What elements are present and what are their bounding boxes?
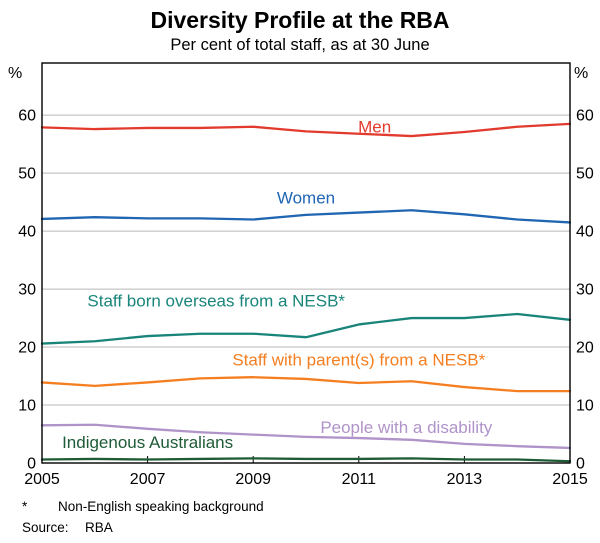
series-label-women: Women <box>277 188 335 207</box>
xtick-2013: 2013 <box>447 471 483 488</box>
footnote-text: Non-English speaking background <box>58 499 264 514</box>
ytick-right-40: 40 <box>576 224 594 241</box>
series-label-staff-with-parent-s-from-a-nesb: Staff with parent(s) from a NESB* <box>232 351 485 370</box>
unit-label-left: % <box>8 65 22 82</box>
xtick-2015: 2015 <box>552 471 588 488</box>
chart-title: Diversity Profile at the RBA <box>150 7 450 33</box>
series-label-people-with-a-disability: People with a disability <box>320 418 492 437</box>
series-line-staff-born-overseas-from-a-nesb <box>40 312 572 345</box>
ytick-left-50: 50 <box>18 166 36 183</box>
xtick-2011: 2011 <box>342 471 377 488</box>
ytick-left-20: 20 <box>18 340 36 357</box>
ytick-left-40: 40 <box>18 224 36 241</box>
ytick-left-10: 10 <box>18 398 36 415</box>
footnotes: * Non-English speaking background Source:… <box>0 491 600 538</box>
series-line-men <box>40 122 572 138</box>
source-label: Source: <box>22 520 69 535</box>
chart-subtitle: Per cent of total staff, as at 30 June <box>170 36 430 54</box>
plot-frame <box>41 62 571 464</box>
series-label-indigenous-australians: Indigenous Australians <box>62 433 233 452</box>
series-line-staff-with-parent-s-from-a-nesb <box>40 376 572 393</box>
series-line-indigenous-australians <box>40 457 572 463</box>
footnote-source: Source: RBA <box>22 517 600 538</box>
series-label-staff-born-overseas-from-a-nesb: Staff born overseas from a NESB* <box>87 291 345 310</box>
ytick-left-0: 0 <box>27 456 36 473</box>
xtick-2009: 2009 <box>235 471 271 488</box>
ytick-left-60: 60 <box>18 108 36 125</box>
xtick-2005: 2005 <box>24 471 60 488</box>
series-label-men: Men <box>358 118 391 137</box>
ytick-right-10: 10 <box>576 398 594 415</box>
footnote-marker: * <box>22 499 28 514</box>
ytick-right-30: 30 <box>576 282 594 299</box>
ytick-left-30: 30 <box>18 282 36 299</box>
source-text: RBA <box>85 520 113 535</box>
chart-svg: 0 0 10 10 20 20 30 30 40 40 50 50 60 60% % 2005 2007 2009… <box>8 62 594 488</box>
xtick-2007: 2007 <box>130 471 166 488</box>
ytick-right-0: 0 <box>576 456 585 473</box>
series-line-women <box>40 209 572 224</box>
footnote-nesb: * Non-English speaking background <box>22 496 600 517</box>
series-line-people-with-a-disability <box>40 423 572 450</box>
ytick-right-50: 50 <box>576 166 594 183</box>
ytick-right-60: 60 <box>576 108 594 125</box>
unit-label-right: % <box>574 65 588 82</box>
ytick-right-20: 20 <box>576 340 594 357</box>
